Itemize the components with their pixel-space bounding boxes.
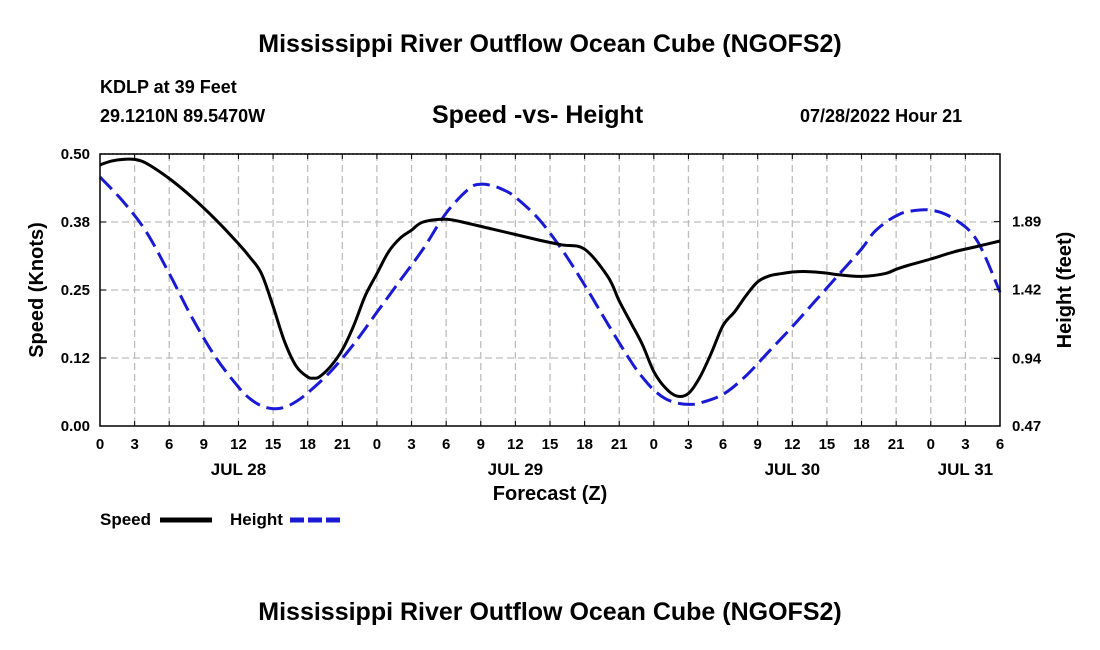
x-tick-label: 18 [299,436,316,453]
date-label: JUL 31 [938,460,993,479]
chart-title-repeat: Mississippi River Outflow Ocean Cube (NG… [258,598,842,626]
x-tick-label: 6 [719,436,727,453]
x-tick-label: 3 [961,436,969,453]
y2-tick-label: 0.47 [1012,418,1041,435]
x-tick-label: 3 [684,436,692,453]
x-tick-label: 0 [927,436,935,453]
x-tick-label: 12 [507,436,524,453]
y2-tick-label: 0.94 [1012,350,1042,367]
y-axis-label: Speed (Knots) [26,222,48,358]
chart-title: Mississippi River Outflow Ocean Cube (NG… [258,30,842,58]
x-tick-label: 12 [784,436,801,453]
x-tick-label: 9 [754,436,762,453]
station-label: KDLP at 39 Feet [100,77,237,97]
x-tick-label: 21 [888,436,905,453]
date-label: JUL 29 [488,460,543,479]
x-tick-label: 21 [611,436,628,453]
y-tick-label: 0.12 [61,350,90,367]
date-label: JUL 30 [765,460,820,479]
x-tick-label: 3 [407,436,415,453]
x-tick-label: 15 [819,436,836,453]
series-line-height [98,175,1002,411]
station-coordinates: 29.1210N 89.5470W [100,106,266,126]
x-tick-label: 9 [477,436,485,453]
y-tick-label: 0.38 [61,214,90,231]
y2-tick-label: 1.89 [1012,214,1041,231]
x-tick-label: 6 [165,436,173,453]
x-tick-label: 18 [853,436,870,453]
x-tick-label: 6 [996,436,1004,453]
x-tick-label: 0 [96,436,104,453]
x-tick-label: 9 [200,436,208,453]
legend: Speed Height [100,510,342,529]
x-tick-label: 15 [265,436,282,453]
date-label: JUL 28 [211,460,266,479]
x-tick-label: 15 [542,436,559,453]
legend-speed-label: Speed [100,510,151,529]
y-tick-label: 0.00 [61,418,90,435]
y2-tick-label: 1.42 [1012,281,1041,298]
x-tick-label: 0 [650,436,658,453]
legend-height-label: Height [230,510,283,529]
x-tick-label: 21 [334,436,351,453]
y-tick-label: 0.50 [61,146,90,163]
y2-axis-label: Height (feet) [1054,232,1076,349]
x-tick-label: 18 [576,436,593,453]
series-line-speed [99,157,1001,398]
y-tick-label: 0.25 [61,282,90,299]
x-tick-label: 6 [442,436,450,453]
x-axis-label: Forecast (Z) [493,483,607,505]
x-tick-label: 0 [373,436,381,453]
x-tick-label: 12 [230,436,247,453]
x-tick-label: 3 [130,436,138,453]
chart-subtitle: Speed -vs- Height [432,101,644,129]
forecast-timestamp: 07/28/2022 Hour 21 [800,106,963,126]
